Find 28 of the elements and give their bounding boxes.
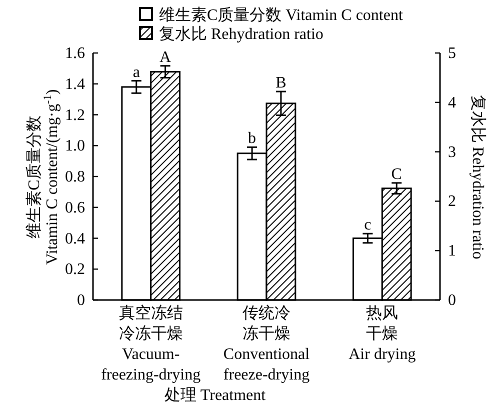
y2-tick-label: 4 [448, 94, 456, 112]
data-label: C [391, 166, 402, 183]
y-tick-label: 0.6 [65, 199, 85, 216]
y-tick-label: 0.8 [65, 168, 85, 186]
y-tick-label: 1.2 [65, 106, 85, 124]
y-tick-label: 1.4 [65, 76, 85, 93]
y2-tick-label: 0 [448, 292, 456, 309]
data-label: A [160, 48, 172, 66]
legend-label: 维生素C质量分数 Vitamin C content [159, 6, 404, 24]
y-tick-label: 0.4 [65, 230, 85, 248]
y-tick-label: 1.6 [65, 45, 85, 62]
y-tick-label: 0.2 [65, 261, 85, 278]
x-tick-label: 真空冻结冷冻干燥 Vacuum-freezing-drying [101, 304, 201, 384]
legend-label: 复水比 Rehydration ratio [159, 25, 324, 43]
data-label: c [364, 216, 372, 234]
data-label: a [132, 64, 140, 81]
y-tick-label: 0 [77, 292, 85, 309]
y2-tick-label: 3 [448, 144, 456, 161]
y2-tick-label: 1 [448, 242, 456, 260]
x-tick-label: 传统冷冻干燥 Conventional freeze-drying [223, 304, 310, 384]
data-label: B [276, 74, 286, 92]
x-axis-title: 处理 Treatment [164, 386, 266, 404]
y-tick-label: 1.0 [65, 138, 85, 155]
x-tick-label: 热风干燥 Air drying [348, 305, 416, 363]
y2-tick-label: 2 [448, 193, 456, 210]
data-label: b [248, 130, 256, 148]
y2-axis-title: 复水比 Rehydration ratio [469, 94, 487, 260]
y2-tick-label: 5 [448, 45, 456, 62]
